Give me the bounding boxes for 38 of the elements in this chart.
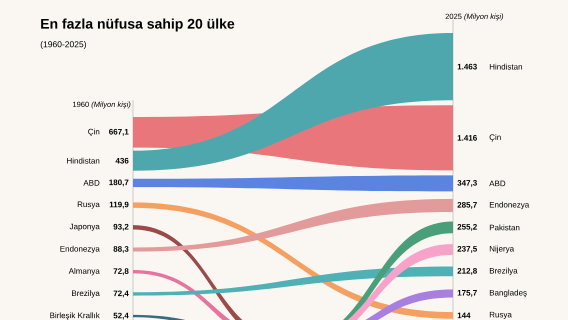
text: (1960-2025) — [40, 41, 86, 49]
category-label: Rusya — [490, 312, 512, 319]
category-label: Pakistan — [490, 224, 520, 230]
category-label: Çin — [490, 134, 501, 142]
data-label: 285,7 — [457, 202, 477, 209]
category-label: Almanya — [68, 268, 100, 276]
data-label: 237,5 — [457, 246, 477, 253]
data-label: 175,7 — [458, 290, 477, 297]
data-label: 1.463 — [458, 64, 477, 70]
data-label: 93,2 — [114, 224, 128, 231]
category-label: Birleşik Krallık — [50, 312, 100, 320]
text: En fazla nüfusa sahip 20 ülke — [41, 18, 234, 32]
data-label: 436 — [116, 158, 129, 164]
category-label: ABD — [83, 180, 100, 186]
data-label: 212,8 — [457, 268, 477, 275]
category-label: Endonezya — [60, 246, 100, 254]
data-label: 255,2 — [457, 224, 477, 231]
category-label: Hindistan — [490, 64, 522, 70]
data-label: 347,3 — [457, 180, 477, 187]
category-label: Japonya — [70, 224, 100, 231]
data-label: 72,4 — [114, 290, 129, 298]
category-label: Endonezya — [490, 202, 530, 210]
data-label: 52,4 — [113, 312, 129, 320]
data-label: 119,9 — [110, 202, 129, 209]
category-label: Bangladeş — [490, 290, 527, 298]
category-label: Çin — [88, 128, 100, 136]
data-label: 180,7 — [109, 179, 128, 186]
data-label: 1.416 — [458, 135, 477, 141]
data-label: 72,8 — [114, 268, 129, 276]
category-label: Rusya — [78, 202, 100, 209]
category-label: Brezilya — [490, 268, 518, 276]
category-label: Hindistan — [67, 158, 100, 164]
category-label: Brezilya — [72, 290, 100, 298]
data-label: 88,3 — [113, 246, 129, 253]
category-label: ABD — [489, 180, 506, 186]
data-label: 144 — [458, 312, 470, 318]
data-label: 667,1 — [109, 128, 129, 136]
category-label: Nijerya — [490, 246, 514, 254]
